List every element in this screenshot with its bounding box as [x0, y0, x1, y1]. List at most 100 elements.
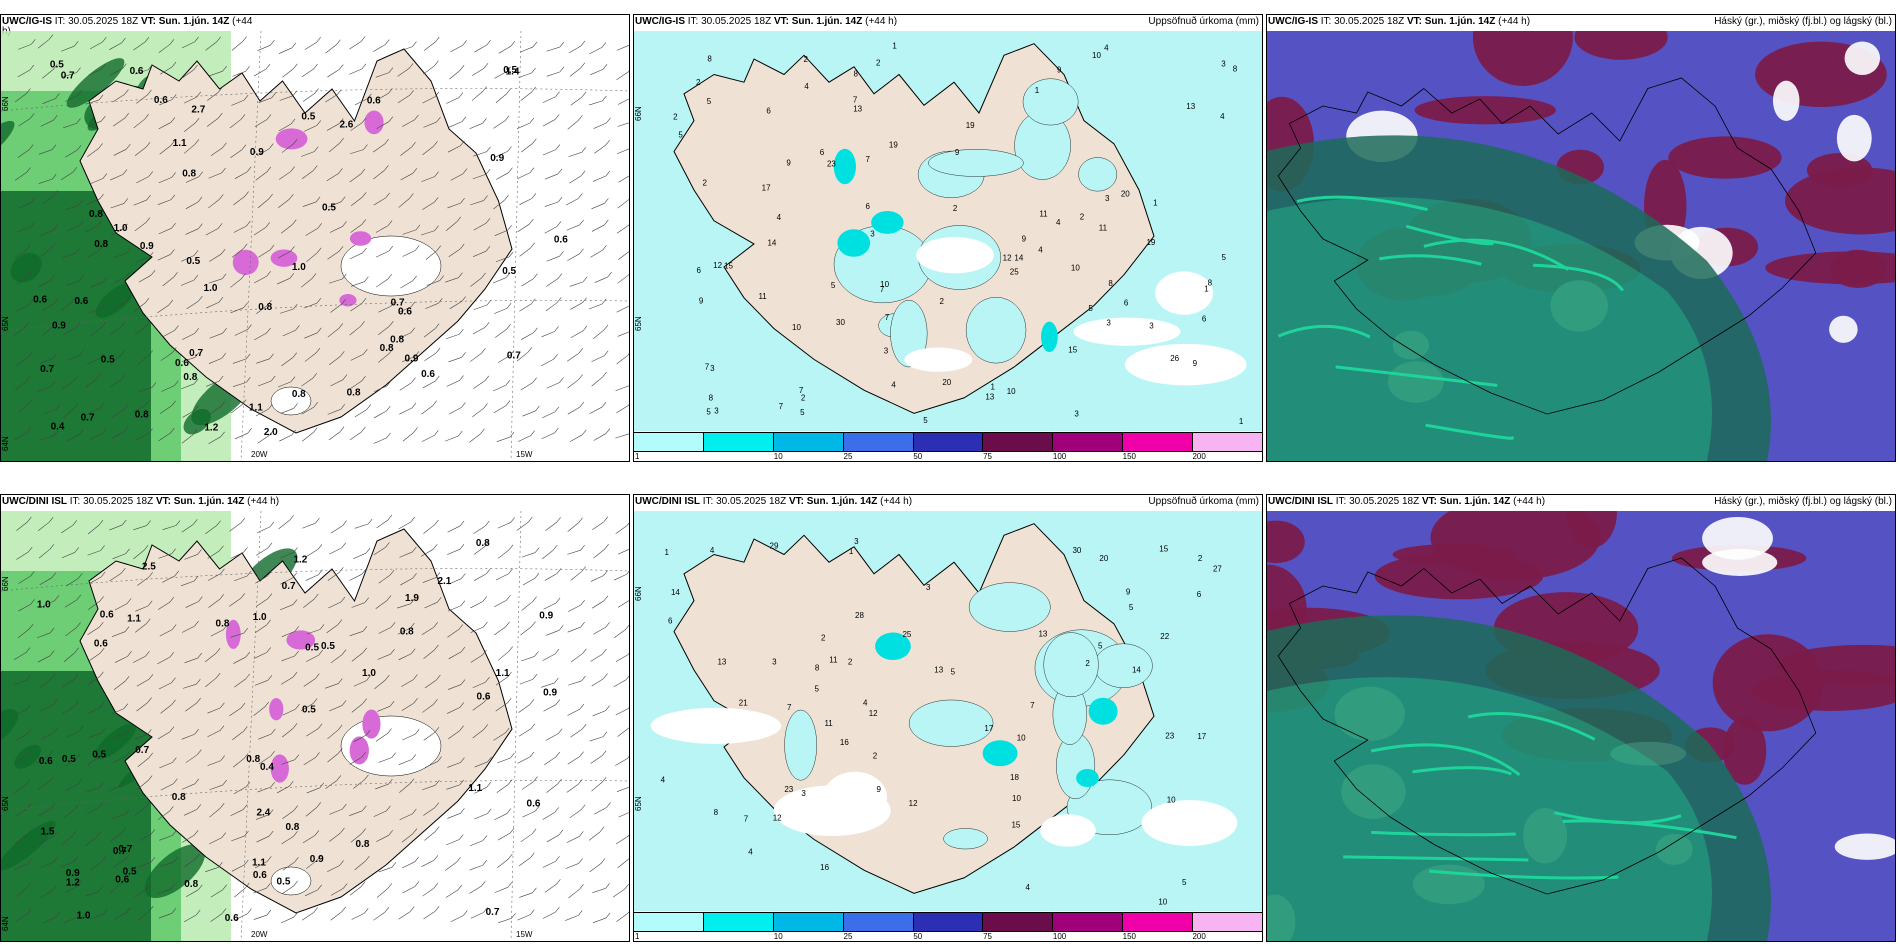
wind-barb — [205, 677, 217, 688]
wind-barb-flag — [246, 570, 252, 577]
wind-barb-flag — [533, 327, 538, 333]
wind-barb — [592, 917, 607, 924]
wind-barb-flag — [600, 858, 606, 864]
wind-barb — [209, 332, 223, 339]
wind-barb — [469, 123, 483, 129]
wind-barb-flag — [245, 66, 250, 72]
wind-barb — [402, 432, 414, 442]
wind-barb — [110, 174, 124, 181]
wind-barb — [330, 379, 344, 387]
wind-barb — [158, 913, 173, 919]
wind-barb — [349, 631, 364, 637]
wind-barb-flag — [53, 115, 58, 121]
wind-barb-flag — [293, 880, 298, 887]
wind-barb-flag — [509, 827, 515, 834]
wind-barb-flag — [461, 352, 466, 358]
wind-barb — [350, 149, 364, 155]
wind-barb — [208, 599, 220, 608]
wind-barb — [14, 93, 27, 103]
wind-barb-flag — [122, 169, 128, 175]
wind-barb — [87, 524, 100, 535]
wind-barb-flag — [197, 549, 202, 555]
wind-barb-flag — [554, 326, 559, 332]
wind-barb-flag — [289, 781, 294, 787]
wind-barb-flag — [170, 117, 176, 123]
wind-barb-flag — [508, 251, 514, 258]
wind-barb — [64, 757, 77, 767]
wind-barb — [402, 229, 417, 235]
wind-barb-flag — [290, 246, 295, 252]
precip-value: 1.1 — [127, 613, 141, 624]
wind-barb-flag — [438, 298, 443, 304]
wind-barb-flag — [147, 600, 153, 607]
precip-value: 14 — [671, 588, 680, 597]
wind-barb-flag — [55, 912, 60, 918]
wind-barb-flag — [193, 250, 199, 256]
wind-barb-flag — [74, 701, 79, 707]
wind-barb — [546, 46, 560, 52]
wind-barb-flag — [121, 779, 127, 786]
wind-barb — [517, 914, 531, 921]
colorbar-swatch — [842, 913, 913, 931]
colorbar-swatch — [634, 913, 703, 931]
wind-barb-flag — [198, 296, 203, 302]
wind-barb — [160, 704, 172, 714]
wind-barb — [301, 912, 314, 921]
wind-barb-flag — [410, 516, 415, 523]
wind-barb — [327, 69, 340, 78]
wind-barb — [281, 759, 295, 765]
wind-barb — [543, 602, 557, 610]
precip-cell — [94, 723, 137, 760]
wind-barb — [89, 433, 103, 441]
mid-cloud-region — [1392, 543, 1516, 566]
wind-barb — [162, 575, 175, 583]
map-canvas — [1267, 31, 1895, 461]
glacier — [270, 386, 312, 416]
wind-barb-flag — [48, 34, 54, 40]
wind-barb-flag — [361, 426, 366, 433]
high-cloud-band — [1267, 197, 1712, 461]
wind-barb — [230, 307, 244, 314]
wind-barb — [157, 199, 172, 205]
wind-barb-flag — [412, 168, 418, 174]
wind-barb — [253, 227, 266, 236]
wind-barb — [615, 708, 629, 716]
wind-barb-flag — [124, 854, 130, 861]
wind-barb-flag — [554, 406, 560, 413]
wind-barb — [447, 202, 461, 209]
precip-value: 1.0 — [362, 668, 376, 679]
precip-region — [909, 699, 994, 747]
wind-barb-flag — [483, 696, 489, 703]
wind-barb-flag — [126, 907, 131, 913]
wind-barb — [616, 44, 629, 51]
wind-barb — [472, 681, 486, 689]
wind-barb — [60, 172, 73, 181]
wind-barb-flag — [316, 247, 322, 253]
wind-barb — [448, 248, 461, 258]
precip-value: 10 — [1071, 264, 1080, 273]
wind-barb — [517, 172, 531, 180]
wind-barb-flag — [509, 431, 515, 438]
precip-value: 0.8 — [390, 335, 404, 346]
wind-barb-flag — [360, 321, 365, 327]
wind-barb-flag — [294, 626, 299, 632]
wind-barb-flag — [50, 803, 55, 810]
wind-barb — [618, 175, 629, 183]
wind-barb — [87, 626, 100, 635]
wind-barb — [349, 41, 362, 50]
wind-barb — [399, 813, 413, 821]
precip-value: 23 — [1165, 732, 1174, 741]
wind-barb-flag — [336, 775, 342, 781]
wind-barb — [472, 408, 484, 418]
wind-barb — [470, 912, 484, 919]
wind-barb — [206, 380, 220, 387]
wind-barb-flag — [78, 573, 83, 579]
high-cloud-edge — [1370, 743, 1521, 777]
wind-barb — [157, 601, 171, 610]
wind-barb-flag — [28, 299, 34, 305]
wind-barb — [303, 757, 316, 766]
wind-barb-flag — [98, 886, 103, 892]
precip-value: 2.1 — [437, 576, 451, 587]
wind-barb — [113, 859, 126, 868]
precip-value: 1.0 — [37, 600, 51, 611]
